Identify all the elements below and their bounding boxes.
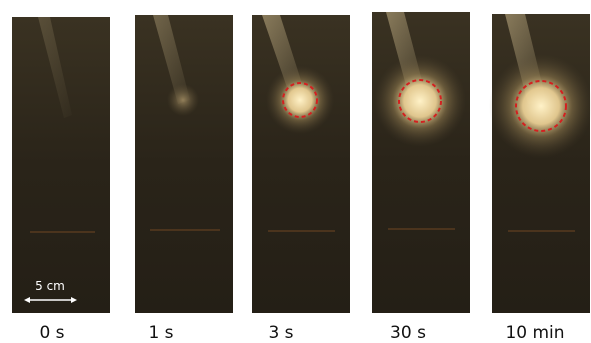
panel bbox=[252, 15, 350, 313]
panel bbox=[372, 12, 470, 313]
panel-label: 30 s bbox=[390, 323, 426, 343]
panel bbox=[135, 15, 233, 313]
panel-label: 3 s bbox=[268, 323, 293, 343]
panel-label: 10 min bbox=[505, 323, 564, 343]
panel-label: 1 s bbox=[148, 323, 173, 343]
panel-label: 0 s bbox=[39, 323, 64, 343]
panel: 5 cm bbox=[12, 17, 110, 313]
panel bbox=[489, 14, 591, 313]
figure: 5 cm 0 s 1 s 3 s 30 s 10 min bbox=[0, 0, 591, 343]
scale-bar-label: 5 cm bbox=[35, 279, 65, 293]
